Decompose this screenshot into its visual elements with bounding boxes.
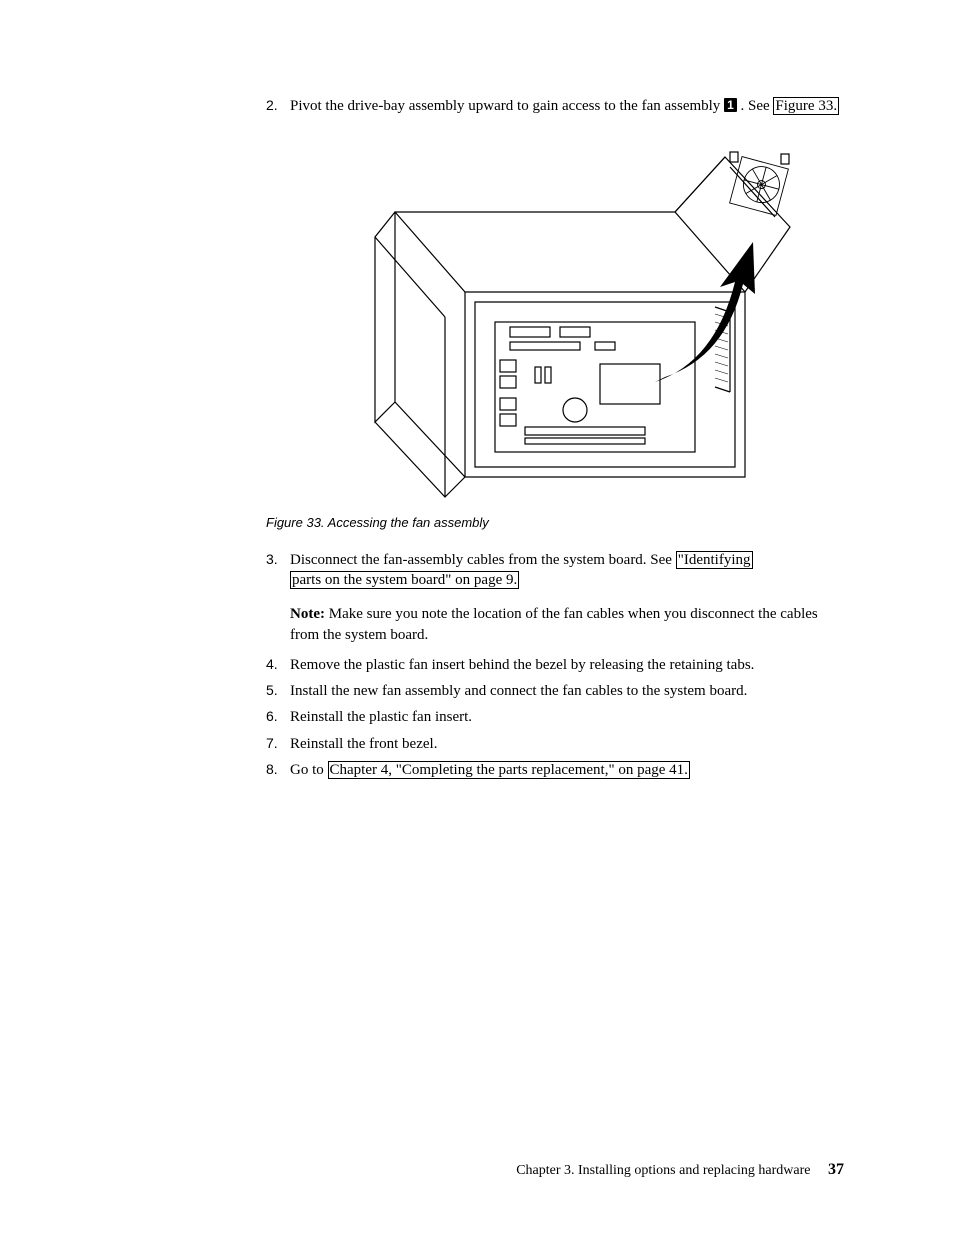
step-text: Go to Chapter 4, "Completing the parts r…: [290, 761, 690, 779]
step-6: 6. Reinstall the plastic fan insert.: [290, 707, 850, 727]
content-column: 2. Pivot the drive-bay assembly upward t…: [290, 96, 850, 780]
text-run: . See: [737, 98, 774, 114]
text-run: Pivot the drive-bay assembly upward to g…: [290, 98, 724, 114]
step-2: 2. Pivot the drive-bay assembly upward t…: [290, 96, 850, 116]
step-4: 4. Remove the plastic fan insert behind …: [290, 655, 850, 675]
step-8: 8. Go to Chapter 4, "Completing the part…: [290, 760, 850, 780]
cross-ref: parts on the system board" on page 9.: [290, 571, 519, 589]
callout-marker-1: 1: [724, 98, 737, 112]
step-number: 3.: [266, 550, 278, 569]
step-number: 7.: [266, 734, 278, 753]
step-text: Install the new fan assembly and connect…: [290, 683, 747, 699]
page-footer: Chapter 3. Installing options and replac…: [516, 1161, 844, 1179]
text-run: Go to: [290, 762, 328, 778]
fan-assembly-diagram: [335, 142, 805, 502]
step-text: Remove the plastic fan insert behind the…: [290, 657, 754, 673]
step-number: 6.: [266, 707, 278, 726]
note-text: Make sure you note the location of the f…: [290, 606, 818, 642]
note-block: Note: Make sure you note the location of…: [290, 604, 850, 645]
step-text: Disconnect the fan-assembly cables from …: [290, 551, 753, 589]
document-page: 2. Pivot the drive-bay assembly upward t…: [0, 0, 954, 1235]
step-number: 8.: [266, 760, 278, 779]
step-number: 4.: [266, 655, 278, 674]
step-number: 2.: [266, 96, 278, 115]
figure-ref: Figure 33.: [773, 97, 839, 115]
step-5: 5. Install the new fan assembly and conn…: [290, 681, 850, 701]
page-number: 37: [828, 1161, 844, 1178]
step-text: Reinstall the front bezel.: [290, 736, 437, 752]
note-label: Note:: [290, 606, 325, 622]
cross-ref: Chapter 4, "Completing the parts replace…: [328, 761, 690, 779]
step-number: 5.: [266, 681, 278, 700]
cross-ref: "Identifying: [676, 551, 753, 569]
step-text: Pivot the drive-bay assembly upward to g…: [290, 98, 839, 114]
step-7: 7. Reinstall the front bezel.: [290, 734, 850, 754]
figure-caption: Figure 33. Accessing the fan assembly: [266, 514, 850, 532]
footer-text: Chapter 3. Installing options and replac…: [516, 1163, 810, 1178]
step-3: 3. Disconnect the fan-assembly cables fr…: [290, 550, 850, 591]
step-text: Reinstall the plastic fan insert.: [290, 709, 472, 725]
text-run: Disconnect the fan-assembly cables from …: [290, 552, 676, 568]
figure-33: [290, 142, 850, 502]
